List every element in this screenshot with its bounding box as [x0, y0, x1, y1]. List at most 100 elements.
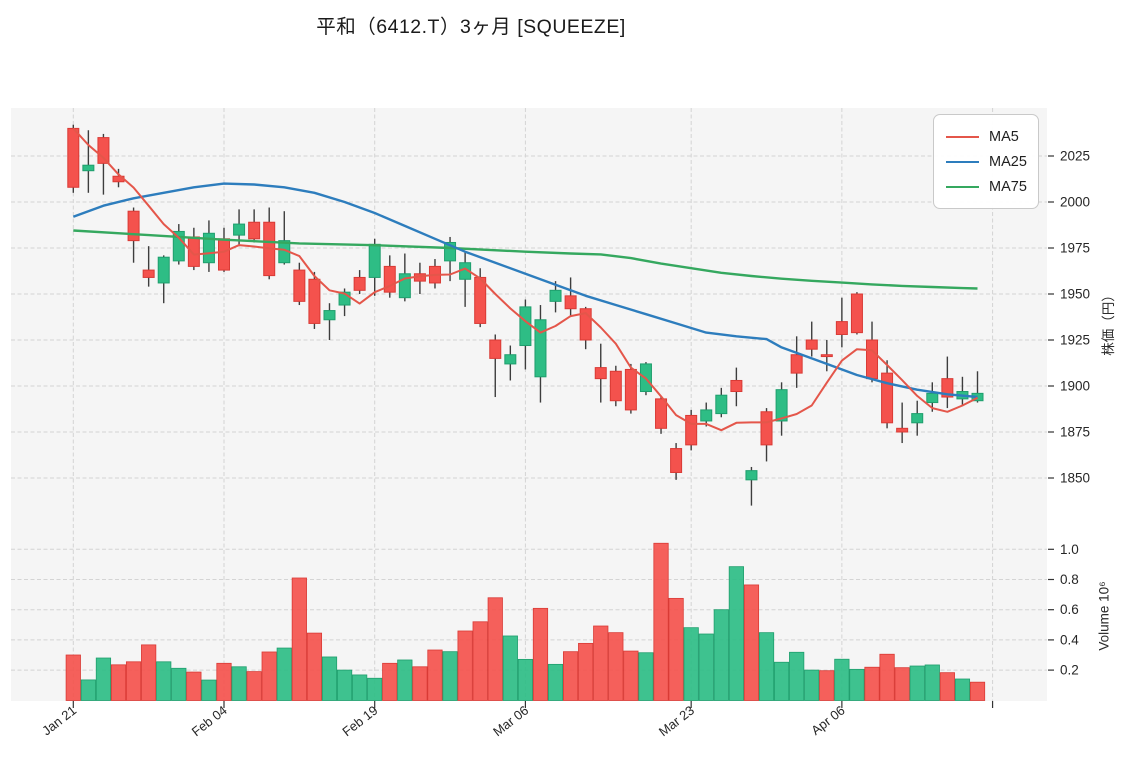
price-tick-label: 2025 — [1060, 149, 1090, 164]
volume-bar — [578, 642, 594, 701]
candle-body — [519, 306, 532, 347]
volume-axis-title: Volume 10⁶ — [1096, 581, 1112, 651]
legend-label-ma5: MA5 — [989, 128, 1019, 145]
candle-body — [338, 291, 351, 306]
ma5-line — [72, 127, 978, 432]
candle-body — [549, 289, 562, 302]
volume-bar — [668, 597, 684, 701]
volume-bar — [216, 662, 232, 701]
legend-item-ma25: MA25 — [946, 149, 1038, 174]
date-tick-label: Jan 21 — [39, 703, 79, 739]
price-axis-title: 株価（円） — [1101, 288, 1116, 356]
price-tick-label: 1975 — [1060, 241, 1090, 256]
candle-body — [398, 273, 411, 299]
volume-bar — [442, 651, 458, 701]
volume-bar — [894, 667, 910, 701]
volume-bar — [412, 666, 428, 701]
volume-bar — [924, 664, 940, 701]
volume-bar — [141, 644, 157, 701]
volume-bar — [472, 621, 488, 701]
volume-tick-label: 0.2 — [1060, 663, 1079, 678]
price-tick-label: 1900 — [1060, 379, 1090, 394]
candle-body — [383, 265, 396, 293]
candle-body — [881, 372, 894, 424]
chart-title: 平和（6412.T）3ヶ月 [SQUEEZE] — [316, 16, 626, 38]
candle-body — [489, 339, 502, 359]
date-tick-label: Mar 23 — [656, 703, 697, 740]
volume-bar — [306, 632, 323, 701]
candle-body — [670, 448, 683, 473]
volume-bar — [231, 666, 247, 701]
candle-body — [248, 221, 261, 240]
candle-body — [142, 269, 155, 278]
volume-bar — [502, 635, 518, 701]
ma25-line-swatch — [946, 160, 979, 163]
volume-tick-label: 0.8 — [1060, 572, 1079, 587]
legend-label-ma75: MA75 — [989, 178, 1027, 195]
volume-bar — [291, 577, 307, 701]
volume-bar — [171, 667, 187, 701]
volume-bar — [969, 681, 986, 701]
candle-body — [353, 276, 366, 291]
volume-bar — [593, 625, 609, 701]
candle-body — [775, 389, 788, 422]
volume-bar — [653, 542, 669, 701]
volume-bar — [261, 651, 277, 701]
volume-bar — [728, 566, 744, 701]
candle-body — [82, 164, 95, 172]
candle-body — [790, 354, 803, 374]
volume-bar — [246, 671, 262, 701]
candle-body — [685, 414, 698, 446]
volume-bar — [713, 609, 729, 701]
candle-body — [368, 243, 381, 278]
volume-bar — [336, 669, 353, 701]
volume-bar — [773, 661, 790, 701]
candle-body — [127, 210, 140, 242]
price-tick-label: 1925 — [1060, 333, 1090, 348]
candle-body — [474, 276, 487, 324]
volume-bar — [879, 653, 895, 701]
volume-bar — [201, 679, 217, 701]
price-tick-label: 2000 — [1060, 195, 1090, 210]
volume-tick-label: 0.4 — [1060, 632, 1079, 647]
volume-bar — [939, 672, 955, 701]
ma75-line-swatch — [946, 185, 979, 188]
candle-body — [218, 238, 230, 271]
candle-body — [941, 378, 954, 398]
date-tick-label: Apr 06 — [808, 703, 847, 738]
volume-bar — [65, 654, 81, 701]
volume-bar — [909, 665, 925, 701]
volume-bar — [487, 597, 503, 701]
candle-body — [202, 232, 215, 264]
volume-bar — [427, 649, 443, 701]
volume-bar — [547, 663, 564, 701]
candle-body — [157, 256, 170, 284]
candle-body — [835, 321, 848, 335]
volume-bar — [864, 666, 880, 701]
candle-body — [730, 379, 743, 393]
price-tick-label: 1950 — [1060, 287, 1090, 302]
candle-body — [293, 269, 306, 302]
volume-tick-label: 0.6 — [1060, 602, 1079, 617]
ma5-line-swatch — [946, 135, 979, 138]
volume-bar — [758, 632, 775, 701]
volume-bar — [125, 661, 142, 701]
volume-bar — [352, 674, 368, 701]
volume-bar — [397, 659, 413, 701]
volume-bar — [517, 658, 534, 701]
candle-body — [926, 392, 939, 404]
volume-bar — [743, 584, 760, 701]
volume-bar — [608, 632, 624, 701]
volume-bar — [954, 678, 971, 701]
volume-bar — [819, 670, 835, 701]
legend-item-ma75: MA75 — [946, 174, 1038, 199]
candle-body — [444, 241, 457, 262]
candle-body — [308, 278, 321, 324]
legend-label-ma25: MA25 — [989, 153, 1027, 170]
date-tick-label: Feb 04 — [189, 703, 230, 740]
ma25-line — [72, 182, 978, 399]
volume-bar — [804, 669, 820, 701]
volume-bar — [849, 668, 865, 701]
candle-body — [896, 427, 909, 433]
